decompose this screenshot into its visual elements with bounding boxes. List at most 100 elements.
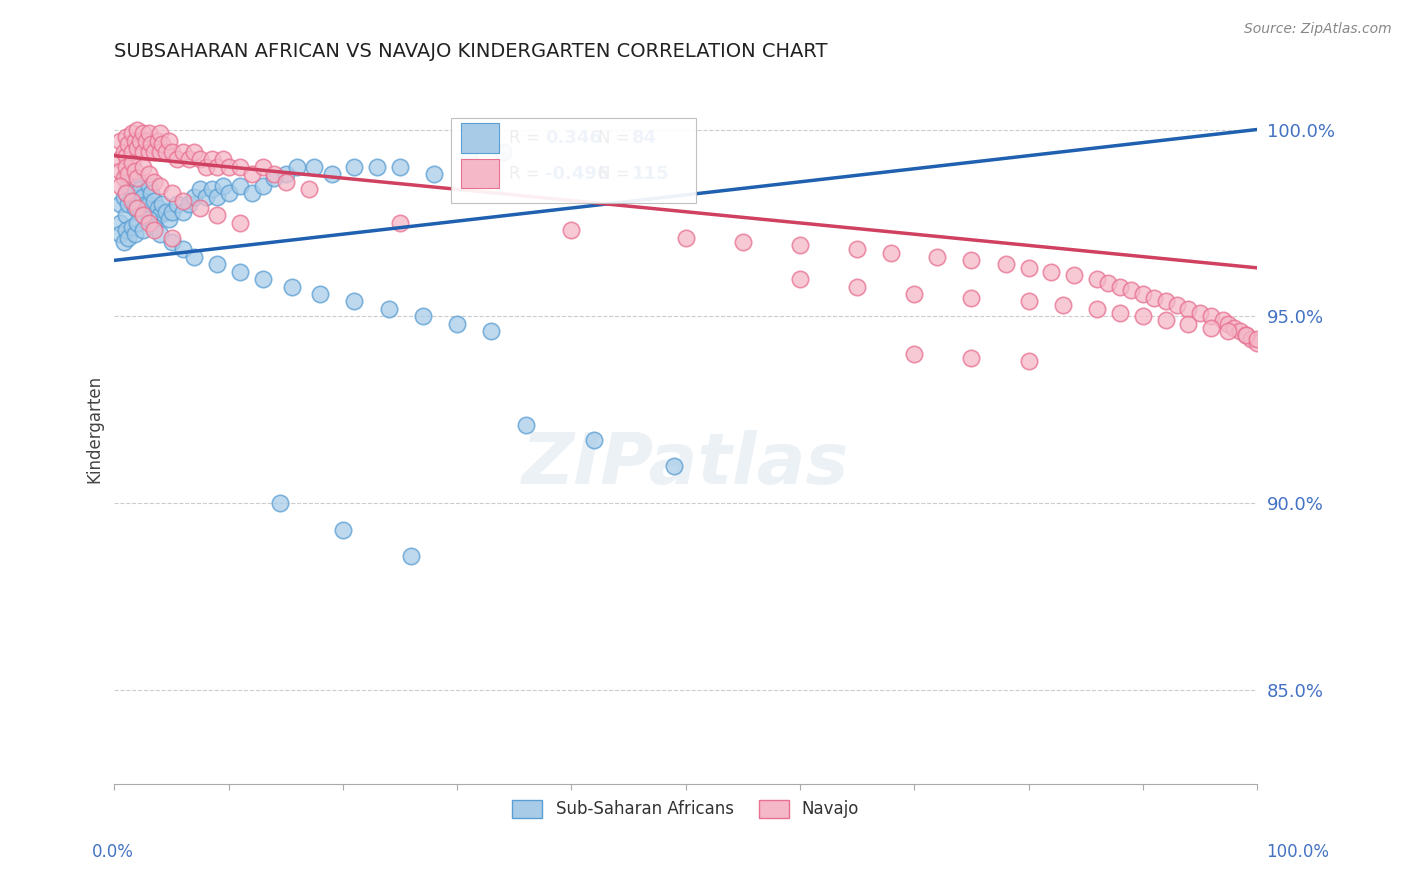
- Point: [229, 160, 252, 174]
- Point: [132, 126, 155, 140]
- Point: [139, 186, 162, 200]
- Point: [117, 231, 139, 245]
- Point: [124, 227, 146, 242]
- Point: [121, 171, 143, 186]
- FancyBboxPatch shape: [451, 118, 696, 202]
- Point: [132, 145, 155, 159]
- Point: [229, 264, 252, 278]
- Text: Source: ZipAtlas.com: Source: ZipAtlas.com: [1244, 22, 1392, 37]
- Point: [194, 160, 217, 174]
- Point: [1218, 317, 1240, 331]
- Point: [138, 167, 160, 181]
- Point: [143, 212, 166, 227]
- Point: [172, 242, 194, 256]
- Point: [177, 153, 200, 167]
- Point: [515, 417, 537, 432]
- Point: [138, 126, 160, 140]
- Point: [121, 156, 143, 170]
- Point: [132, 209, 155, 223]
- Point: [132, 160, 155, 174]
- Point: [138, 212, 160, 227]
- Point: [492, 145, 515, 159]
- Point: [143, 194, 166, 208]
- Point: [903, 287, 925, 301]
- Point: [1121, 283, 1143, 297]
- Point: [583, 433, 606, 447]
- Point: [143, 175, 166, 189]
- Point: [121, 190, 143, 204]
- Point: [960, 253, 983, 268]
- Point: [377, 301, 399, 316]
- Point: [1018, 354, 1040, 368]
- Point: [172, 194, 194, 208]
- Point: [139, 137, 162, 152]
- Text: 84: 84: [633, 129, 657, 147]
- Point: [389, 216, 412, 230]
- Point: [138, 216, 160, 230]
- Point: [115, 149, 138, 163]
- Point: [124, 182, 146, 196]
- Point: [143, 145, 166, 159]
- Point: [457, 153, 479, 167]
- Point: [166, 153, 188, 167]
- Point: [207, 160, 229, 174]
- Point: [1052, 298, 1074, 312]
- Point: [304, 160, 326, 174]
- Point: [172, 145, 194, 159]
- Point: [560, 223, 582, 237]
- Point: [1018, 260, 1040, 275]
- Point: [1234, 328, 1257, 343]
- Point: [263, 171, 285, 186]
- Point: [149, 209, 172, 223]
- Point: [115, 130, 138, 145]
- Text: R =: R =: [509, 165, 544, 183]
- Point: [108, 216, 131, 230]
- Point: [675, 231, 697, 245]
- Point: [1132, 287, 1154, 301]
- Point: [177, 197, 200, 211]
- Point: [146, 134, 169, 148]
- Point: [1154, 294, 1177, 309]
- Point: [188, 182, 211, 196]
- Point: [285, 160, 308, 174]
- Point: [1218, 325, 1240, 339]
- Point: [108, 227, 131, 242]
- Point: [128, 134, 150, 148]
- Point: [115, 223, 138, 237]
- Point: [263, 167, 285, 181]
- Point: [664, 458, 686, 473]
- Point: [960, 351, 983, 365]
- Point: [115, 186, 138, 200]
- Point: [160, 231, 183, 245]
- Point: [343, 160, 366, 174]
- Point: [240, 186, 263, 200]
- Point: [149, 227, 172, 242]
- Point: [127, 175, 149, 189]
- Point: [274, 175, 297, 189]
- Point: [401, 549, 423, 563]
- Point: [789, 238, 811, 252]
- Point: [789, 272, 811, 286]
- Point: [1109, 279, 1132, 293]
- Point: [1018, 294, 1040, 309]
- Point: [166, 197, 188, 211]
- Point: [423, 167, 446, 181]
- Point: [160, 145, 183, 159]
- Point: [1223, 320, 1246, 334]
- Point: [1240, 332, 1263, 346]
- Text: N =: N =: [598, 165, 634, 183]
- Point: [343, 294, 366, 309]
- Point: [108, 153, 131, 167]
- Point: [172, 204, 194, 219]
- Point: [212, 178, 235, 193]
- Point: [112, 145, 135, 159]
- Point: [108, 163, 131, 178]
- Point: [183, 250, 205, 264]
- Point: [218, 186, 240, 200]
- Point: [1177, 301, 1199, 316]
- Point: [183, 145, 205, 159]
- Point: [366, 160, 388, 174]
- Point: [138, 197, 160, 211]
- Point: [112, 235, 135, 249]
- Point: [927, 250, 949, 264]
